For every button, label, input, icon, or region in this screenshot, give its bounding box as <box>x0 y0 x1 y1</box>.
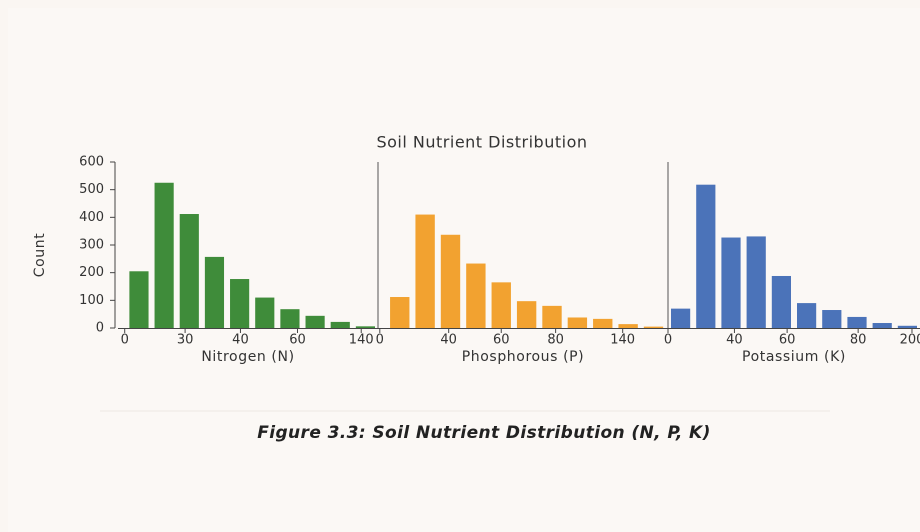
bar <box>204 256 225 328</box>
bar <box>671 308 691 328</box>
y-tick-label: 500 <box>79 182 104 197</box>
x-tick-label: 60 <box>289 333 306 348</box>
bar <box>593 318 613 328</box>
bar <box>390 297 410 328</box>
x-tick-label: 0 <box>376 333 384 348</box>
bar <box>643 326 664 328</box>
y-tick-label: 0 <box>96 321 104 336</box>
figure-caption: Figure 3.3: Soil Nutrient Distribution (… <box>257 423 711 443</box>
bar <box>154 182 174 328</box>
y-tick-label: 300 <box>79 238 104 253</box>
bar <box>797 303 817 328</box>
y-tick-label: 400 <box>79 210 104 225</box>
y-tick-label: 600 <box>79 155 104 170</box>
x-tick-label: 200 <box>900 333 920 348</box>
bar <box>771 275 791 328</box>
x-axis-label: Nitrogen (N) <box>201 349 294 365</box>
x-axis-label: Potassium (K) <box>742 349 846 365</box>
bar <box>696 184 716 328</box>
x-axis-label: Phosphorous (P) <box>462 349 585 365</box>
x-tick-label: 40 <box>726 333 743 348</box>
bar <box>230 279 250 328</box>
x-tick-label: 140 <box>610 333 635 348</box>
bar <box>516 301 537 328</box>
bar <box>567 317 588 328</box>
bar <box>872 323 892 328</box>
y-tick-label: 200 <box>79 265 104 280</box>
x-tick-label: 40 <box>232 333 249 348</box>
bar <box>618 324 638 328</box>
x-tick-label: 80 <box>547 333 564 348</box>
chart-title: Soil Nutrient Distribution <box>376 133 587 152</box>
y-axis-label: Count <box>32 233 48 278</box>
bar <box>179 214 199 328</box>
bar <box>897 325 917 328</box>
x-tick-label: 40 <box>440 333 457 348</box>
y-tick-label: 100 <box>79 293 104 308</box>
bar <box>415 214 435 328</box>
x-tick-label: 0 <box>121 333 129 348</box>
bar <box>305 315 325 328</box>
bar <box>440 234 461 328</box>
bar <box>822 310 842 328</box>
bar <box>129 271 149 328</box>
bar <box>542 305 562 328</box>
x-tick-label: 0 <box>664 333 672 348</box>
bar <box>746 236 766 328</box>
figure-background <box>8 8 920 532</box>
x-tick-label: 80 <box>850 333 867 348</box>
bar <box>721 237 741 328</box>
bar <box>466 263 486 328</box>
x-tick-label: 60 <box>493 333 510 348</box>
bar <box>355 326 375 328</box>
bar <box>280 309 300 328</box>
bar <box>330 321 350 328</box>
bar <box>847 316 867 328</box>
bar <box>255 297 275 328</box>
bar <box>491 282 511 328</box>
x-tick-label: 60 <box>779 333 796 348</box>
x-tick-label: 30 <box>177 333 194 348</box>
x-tick-label: 140 <box>349 333 374 348</box>
